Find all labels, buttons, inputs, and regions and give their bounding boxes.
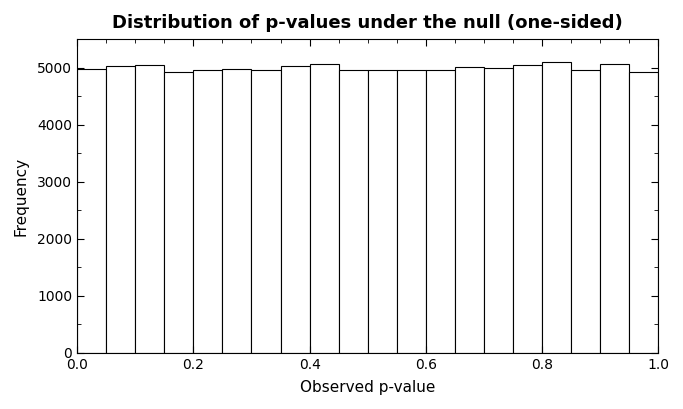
Bar: [135, 65, 165, 353]
Bar: [513, 65, 542, 353]
Bar: [107, 66, 135, 353]
Bar: [484, 67, 513, 353]
Bar: [426, 70, 455, 353]
Bar: [251, 70, 281, 353]
Bar: [339, 70, 367, 353]
Bar: [281, 66, 309, 353]
Bar: [542, 63, 571, 353]
Y-axis label: Frequency: Frequency: [14, 156, 29, 236]
X-axis label: Observed p-value: Observed p-value: [300, 380, 435, 395]
Bar: [629, 72, 658, 353]
Bar: [165, 72, 193, 353]
Bar: [367, 70, 397, 353]
Bar: [600, 63, 629, 353]
Bar: [77, 69, 107, 353]
Bar: [455, 67, 484, 353]
Bar: [397, 70, 426, 353]
Title: Distribution of p-values under the null (one-sided): Distribution of p-values under the null …: [112, 14, 623, 32]
Bar: [223, 69, 251, 353]
Bar: [309, 64, 339, 353]
Bar: [193, 70, 223, 353]
Bar: [571, 70, 600, 353]
